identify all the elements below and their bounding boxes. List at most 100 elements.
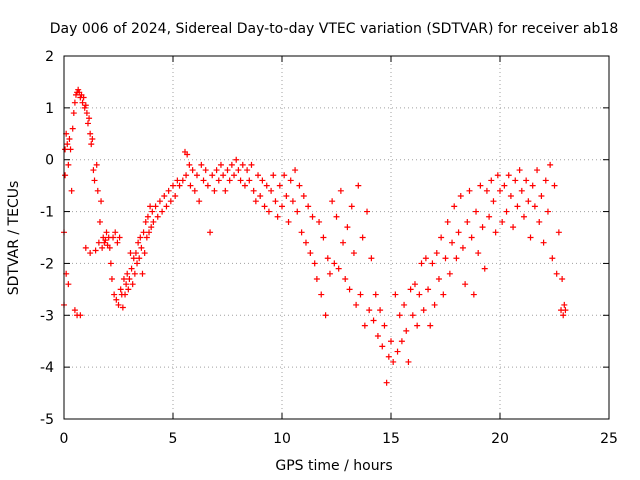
- data-point: [300, 193, 307, 200]
- data-point: [125, 286, 132, 293]
- y-tick-label: 1: [45, 101, 54, 117]
- data-point: [488, 177, 495, 184]
- data-point: [263, 182, 270, 189]
- data-point: [272, 198, 279, 205]
- data-point: [122, 291, 129, 298]
- data-point: [77, 312, 84, 319]
- data-point: [65, 281, 72, 288]
- data-point: [115, 301, 122, 308]
- data-point: [165, 187, 172, 194]
- data-point: [366, 307, 373, 314]
- x-axis-label: GPS time / hours: [275, 458, 392, 474]
- data-point: [547, 161, 554, 168]
- data-point: [359, 234, 366, 241]
- data-point: [149, 208, 156, 215]
- data-point: [329, 198, 336, 205]
- data-point: [370, 317, 377, 324]
- chart-title: Day 006 of 2024, Sidereal Day-to-day VTE…: [50, 21, 619, 37]
- data-point: [183, 172, 190, 179]
- data-point: [486, 213, 493, 220]
- data-point: [62, 172, 69, 179]
- data-point: [255, 172, 262, 179]
- data-point: [137, 234, 144, 241]
- data-point: [124, 270, 131, 277]
- data-point: [390, 358, 397, 365]
- x-tick-label: 20: [491, 431, 509, 447]
- data-point: [96, 218, 103, 225]
- data-point: [283, 193, 290, 200]
- data-point: [374, 333, 381, 340]
- data-point: [385, 353, 392, 360]
- data-point: [150, 218, 157, 225]
- data-point: [233, 156, 240, 163]
- data-point: [139, 270, 146, 277]
- data-point: [320, 234, 327, 241]
- data-point: [241, 182, 248, 189]
- data-point: [146, 229, 153, 236]
- data-point: [559, 275, 566, 282]
- data-point: [82, 244, 89, 251]
- data-point: [555, 229, 562, 236]
- data-point: [83, 110, 90, 117]
- y-tick-label: -5: [40, 412, 54, 428]
- data-point: [119, 304, 126, 311]
- data-point: [184, 151, 191, 158]
- data-point: [494, 172, 501, 179]
- data-point: [553, 270, 560, 277]
- data-point: [140, 229, 147, 236]
- data-point: [220, 172, 227, 179]
- data-point: [357, 291, 364, 298]
- data-point: [152, 203, 159, 210]
- data-point: [87, 130, 94, 137]
- data-point: [143, 234, 150, 241]
- data-point: [551, 182, 558, 189]
- data-point: [228, 161, 235, 168]
- data-point: [475, 250, 482, 257]
- data-point: [429, 260, 436, 267]
- data-point: [130, 255, 137, 262]
- data-point: [128, 265, 135, 272]
- data-point: [425, 286, 432, 293]
- data-point: [326, 270, 333, 277]
- data-point: [411, 281, 418, 288]
- data-point: [248, 161, 255, 168]
- data-point: [464, 218, 471, 225]
- data-point: [237, 177, 244, 184]
- data-point: [102, 237, 109, 244]
- data-point: [159, 208, 166, 215]
- data-point: [514, 203, 521, 210]
- data-point: [348, 203, 355, 210]
- data-point: [222, 187, 229, 194]
- data-point: [170, 182, 176, 189]
- data-point: [451, 203, 458, 210]
- data-point: [316, 218, 323, 225]
- y-tick-label: 2: [45, 49, 54, 65]
- data-point: [453, 255, 460, 262]
- data-point: [189, 167, 196, 174]
- data-point: [529, 182, 536, 189]
- data-point: [106, 244, 113, 251]
- data-point: [108, 275, 115, 282]
- data-point: [89, 135, 96, 142]
- data-point: [132, 250, 139, 257]
- data-point: [344, 224, 351, 231]
- data-point: [302, 239, 309, 246]
- data-point: [88, 141, 95, 148]
- data-point: [235, 167, 242, 174]
- data-point: [287, 177, 294, 184]
- data-point: [542, 177, 549, 184]
- data-point: [307, 250, 314, 257]
- data-point: [462, 281, 469, 288]
- data-point: [311, 260, 318, 267]
- data-point: [346, 286, 353, 293]
- data-point: [163, 203, 170, 210]
- data-point: [294, 208, 301, 215]
- data-point: [416, 291, 423, 298]
- data-point: [112, 229, 119, 236]
- data-point: [110, 234, 117, 241]
- data-point: [337, 187, 344, 194]
- data-point: [512, 177, 519, 184]
- data-point: [90, 167, 97, 174]
- data-point: [440, 291, 447, 298]
- data-point: [120, 275, 127, 282]
